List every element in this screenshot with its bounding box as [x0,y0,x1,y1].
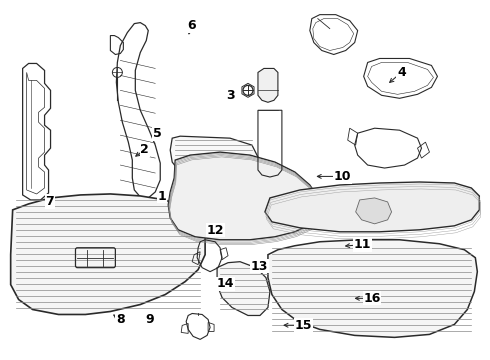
Text: 5: 5 [153,127,161,140]
Polygon shape [268,240,477,337]
Text: 10: 10 [334,170,351,183]
Text: 15: 15 [295,319,313,332]
Text: 6: 6 [187,19,196,32]
Text: 12: 12 [207,224,224,237]
Text: 13: 13 [251,260,269,273]
Text: 3: 3 [226,89,235,102]
Text: 14: 14 [217,278,234,291]
Text: 9: 9 [146,313,154,327]
Text: 11: 11 [353,238,371,251]
Text: 8: 8 [116,313,125,327]
Polygon shape [170,136,258,182]
Polygon shape [356,198,392,224]
Text: 7: 7 [45,195,54,208]
Text: 1: 1 [158,190,166,203]
Polygon shape [265,182,479,232]
Polygon shape [11,194,205,315]
Text: 4: 4 [397,66,406,79]
Polygon shape [217,262,270,315]
Polygon shape [168,152,320,240]
Text: 2: 2 [141,143,149,156]
Text: 16: 16 [364,292,381,305]
Polygon shape [258,68,278,102]
